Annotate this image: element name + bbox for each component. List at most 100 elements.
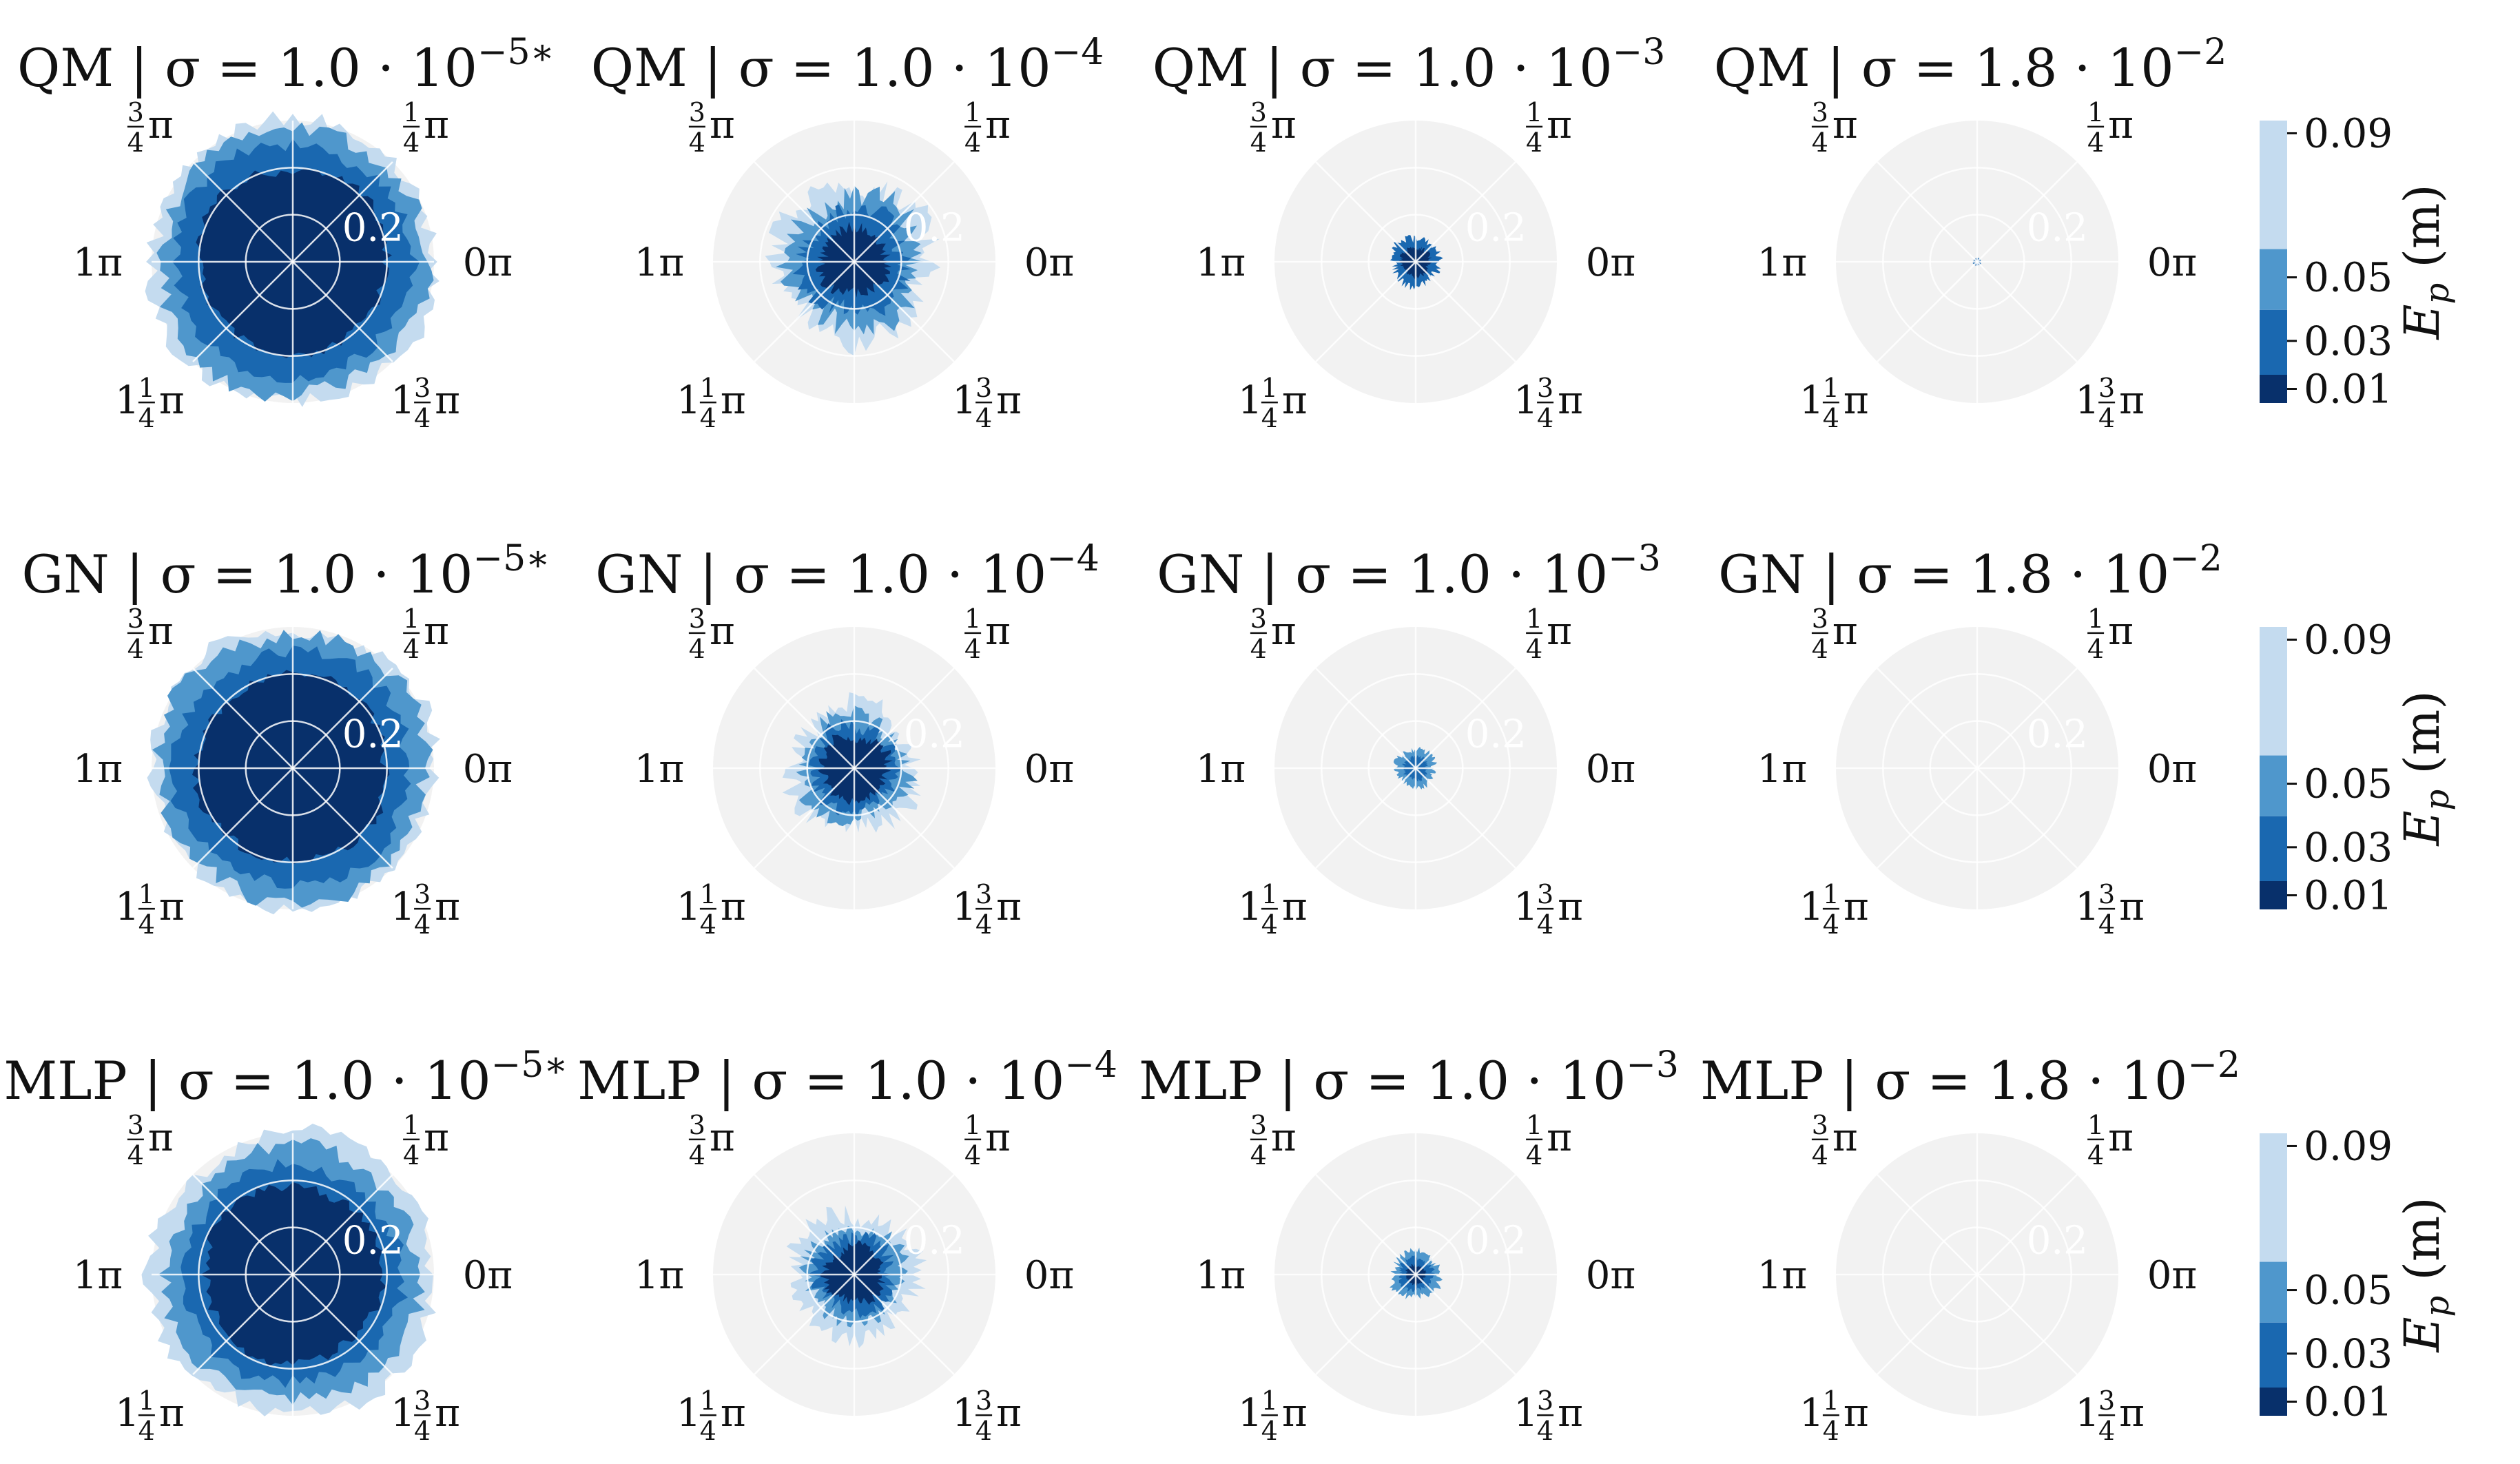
panel-title: MLP | σ = 1.8 · 10−2 [1700, 1044, 2240, 1111]
svg-text:3: 3 [1250, 1110, 1267, 1140]
radial-tick-label: 0.2 [2027, 712, 2088, 757]
svg-text:4: 4 [1537, 403, 1553, 433]
angular-gridline [854, 1274, 955, 1375]
svg-text:4: 4 [1261, 1416, 1278, 1446]
angular-gridline [1315, 261, 1416, 362]
angular-tick-label: 134 π [952, 373, 1022, 433]
svg-text:4: 4 [1823, 909, 1839, 940]
svg-text:4: 4 [689, 127, 705, 158]
svg-text:3: 3 [689, 97, 705, 127]
svg-text:1: 1 [1261, 373, 1278, 403]
svg-text:1: 1 [138, 373, 155, 403]
angular-gridline [1877, 161, 1978, 262]
svg-text:0π: 0π [1024, 1253, 1074, 1298]
svg-text:0π: 0π [463, 240, 513, 285]
svg-text:4: 4 [2087, 1140, 2104, 1171]
angular-tick-label: 34 π [127, 97, 174, 158]
svg-text:3: 3 [127, 97, 144, 127]
svg-text:4: 4 [1526, 634, 1542, 664]
angular-tick-label: 114 π [1238, 1385, 1308, 1446]
angular-tick-label: 1π [1757, 240, 1807, 285]
svg-text:1: 1 [1514, 885, 1538, 929]
angular-tick-label: 1π [634, 240, 684, 285]
svg-text:π: π [2119, 1391, 2145, 1436]
svg-text:1: 1 [2087, 604, 2104, 634]
angular-tick-label: 1π [1757, 747, 1807, 792]
angular-gridline [1315, 767, 1416, 869]
colorbar-label: Ep (m) [2394, 690, 2457, 847]
colorbar-segment [2260, 121, 2287, 249]
svg-text:1π: 1π [1196, 1253, 1246, 1298]
panel-title: QM | σ = 1.8 · 10−2 [1714, 32, 2227, 99]
svg-text:4: 4 [964, 634, 981, 664]
angular-gridline [1315, 161, 1416, 262]
svg-text:4: 4 [403, 127, 420, 158]
colorbar-tick-label: 0.03 [2304, 318, 2393, 364]
svg-text:1: 1 [115, 1391, 140, 1436]
radial-tick-label: 0.2 [2027, 1219, 2088, 1264]
angular-tick-label: 0π [2147, 1253, 2197, 1298]
angular-gridline [754, 1174, 855, 1275]
svg-text:3: 3 [1812, 604, 1828, 634]
colorbar-tick-label: 0.01 [2304, 1379, 2393, 1425]
colorbar-segment [2260, 816, 2287, 881]
svg-text:4: 4 [2087, 634, 2104, 664]
svg-text:π: π [148, 103, 174, 147]
svg-text:1: 1 [1823, 1385, 1839, 1416]
svg-text:π: π [985, 1115, 1011, 1160]
angular-tick-label: 14 π [403, 1110, 449, 1171]
svg-text:0π: 0π [1586, 1253, 1635, 1298]
svg-text:0π: 0π [2147, 240, 2197, 285]
svg-text:1: 1 [1526, 1110, 1542, 1140]
svg-text:4: 4 [414, 909, 431, 940]
angular-gridline [192, 161, 293, 262]
angular-tick-label: 34 π [1250, 604, 1297, 664]
angular-gridline [1976, 261, 2078, 362]
svg-text:π: π [159, 885, 185, 929]
svg-text:4: 4 [1526, 127, 1542, 158]
svg-text:3: 3 [127, 604, 144, 634]
svg-text:π: π [435, 885, 460, 929]
angular-gridline [292, 1274, 393, 1375]
svg-text:1: 1 [1799, 885, 1824, 929]
svg-text:3: 3 [1537, 373, 1553, 403]
svg-text:π: π [148, 1115, 174, 1160]
svg-text:1: 1 [403, 1110, 420, 1140]
svg-text:4: 4 [964, 1140, 981, 1171]
svg-text:4: 4 [127, 1140, 144, 1171]
angular-tick-label: 1π [73, 1253, 123, 1298]
panel-title: QM | σ = 1.0 · 10−3 [1153, 32, 1666, 99]
colorbar-tick-label: 0.03 [2304, 1330, 2393, 1377]
svg-text:4: 4 [975, 1416, 992, 1446]
svg-text:3: 3 [2098, 373, 2115, 403]
angular-gridline [292, 161, 393, 262]
svg-text:π: π [996, 378, 1022, 423]
svg-text:π: π [996, 1391, 1022, 1436]
angular-tick-label: 134 π [2075, 1385, 2145, 1446]
svg-text:4: 4 [2098, 403, 2115, 433]
svg-text:3: 3 [1537, 1385, 1553, 1416]
svg-text:1: 1 [1823, 373, 1839, 403]
svg-text:1: 1 [2087, 1110, 2104, 1140]
angular-tick-label: 114 π [1799, 1385, 1869, 1446]
svg-text:π: π [1843, 378, 1869, 423]
angular-gridline [1415, 1174, 1516, 1275]
panel-title: QM | σ = 1.0 · 10−4 [591, 32, 1104, 99]
svg-text:4: 4 [403, 1140, 420, 1171]
svg-text:4: 4 [1812, 634, 1828, 664]
svg-text:π: π [435, 1391, 460, 1436]
svg-text:1: 1 [1526, 97, 1542, 127]
svg-text:π: π [710, 609, 735, 654]
svg-text:1: 1 [2087, 97, 2104, 127]
panel-title: GN | σ = 1.0 · 10−5∗ [21, 538, 550, 605]
angular-tick-label: 34 π [127, 604, 174, 664]
angular-tick-label: 0π [463, 747, 513, 792]
angular-gridline [1877, 1174, 1978, 1275]
angular-gridline [854, 668, 955, 769]
colorbar-segment [2260, 249, 2287, 310]
angular-gridline [192, 261, 293, 362]
angular-tick-label: 134 π [1514, 373, 1583, 433]
